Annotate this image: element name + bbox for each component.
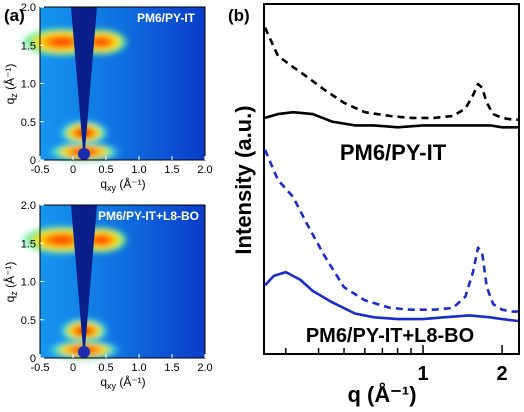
group-label-pm6-py-it-l8-bo: PM6/PY-IT+L8-BO	[306, 325, 474, 347]
series-line-pm6-py-it-dashed	[263, 27, 518, 121]
heatmap-top-xlabel: qxy (Å⁻¹)	[100, 176, 145, 193]
heatmap-bottom-ylabel: qz (Å⁻¹)	[2, 262, 19, 303]
heatmap-bottom-xtick-label: 0.5	[98, 362, 113, 374]
heatmap-bottom: PM6/PY-IT+L8-BO -0.5 0 0.5 1.0 1.5 2.000.51.0…	[2, 200, 213, 391]
xtick-label: 1	[417, 363, 428, 385]
heatmap-bottom-xlabel-unit: (Å⁻¹)	[116, 374, 146, 389]
heatmap-top-title: PM6/PY-IT	[137, 11, 196, 25]
heatmap-bottom-xtick-label: 2.0	[197, 362, 212, 374]
heatmap-bottom-xlabel-main: q	[100, 375, 107, 389]
heatmap-top-ytick-label: 1.5	[21, 40, 36, 52]
heatmap-top-image	[20, 7, 205, 163]
xtick-label: 2	[497, 363, 508, 385]
heatmap-bottom-title: PM6/PY-IT+L8-BO	[98, 209, 199, 223]
heatmap-top-ytick-label: 0.5	[21, 117, 36, 129]
heatmap-bottom-ytick-label: 0	[30, 353, 36, 365]
profile-plot-xlabel: q (Å⁻¹)	[347, 381, 416, 407]
panel-label-b: (b)	[228, 6, 250, 25]
heatmap-top-ylabel-unit: (Å⁻¹)	[2, 64, 17, 94]
heatmap-bottom-ticks: -0.5 0 0.5 1.0 1.5 2.000.51.01.52.0	[21, 200, 213, 374]
profile-plot-xlabel-text: q (Å⁻¹)	[347, 381, 416, 407]
profile-plot-frame	[263, 3, 520, 355]
heatmap-top-ytick-label: 0	[30, 155, 36, 167]
heatmap-top-xtick-label: 2.0	[197, 164, 212, 176]
profile-plot-curves	[263, 27, 519, 323]
heatmap-top-xtick-label: 1.0	[131, 164, 146, 176]
heatmap-top-ytick-label: 2.0	[21, 2, 36, 14]
heatmap-top-xtick-label: -0.5	[31, 164, 50, 176]
heatmap-bottom-xlabel: qxy (Å⁻¹)	[100, 374, 145, 391]
panel-label-a: (a)	[4, 6, 25, 25]
heatmap-bottom-ylabel-sub: z	[9, 291, 19, 296]
heatmap-bottom-xtick-label: 1.5	[164, 362, 179, 374]
heatmap-bottom-ylabel-unit: (Å⁻¹)	[2, 262, 17, 292]
series-line-pm6-py-it-l8-bo-solid	[264, 270, 519, 323]
series-line-pm6-py-it-solid	[264, 110, 518, 129]
heatmap-top-xlabel-sub: xy	[107, 183, 117, 193]
heatmap-top-xtick-label: 1.5	[164, 164, 179, 176]
heatmap-top-xtick-label: 0.5	[98, 164, 113, 176]
heatmap-top-ticks: -0.5 0 0.5 1.0 1.5 2.000.51.01.52.0	[21, 2, 213, 176]
heatmap-top-ylabel-sub: z	[9, 93, 19, 98]
heatmap-bottom-xtick-label: 1.0	[131, 362, 146, 374]
heatmap-bottom-xlabel-sub: xy	[107, 381, 117, 391]
heatmap-bottom-ytick-label: 2.0	[21, 200, 36, 212]
heatmap-bottom-xtick-label: -0.5	[31, 362, 50, 374]
heatmap-top-xlabel-main: q	[100, 177, 107, 191]
heatmap-top-xlabel-unit: (Å⁻¹)	[116, 176, 146, 191]
heatmap-bottom-xtick-label: 0	[70, 362, 76, 374]
heatmap-top-ytick-label: 1.0	[21, 79, 36, 91]
heatmap-bottom-ytick-label: 1.0	[21, 277, 36, 289]
series-line-pm6-py-it-l8-bo-dashed	[263, 149, 518, 313]
heatmap-top-ylabel: qz (Å⁻¹)	[2, 64, 19, 105]
heatmap-bottom-ytick-label: 1.5	[21, 238, 36, 250]
heatmap-top: PM6/PY-IT -0.5 0 0.5 1.0 1.5 2.000.51.01.52.0…	[2, 2, 213, 193]
profile-plot-ylabel: Intensity (a.u.)	[231, 105, 256, 254]
heatmap-bottom-ylabel-main: q	[3, 296, 17, 303]
group-label-pm6-py-it: PM6/PY-IT	[340, 140, 447, 165]
heatmap-top-xtick-label: 0	[70, 164, 76, 176]
heatmap-bottom-image	[20, 205, 205, 361]
heatmap-bottom-ytick-label: 0.5	[21, 315, 36, 327]
heatmap-top-ylabel-main: q	[3, 98, 17, 105]
